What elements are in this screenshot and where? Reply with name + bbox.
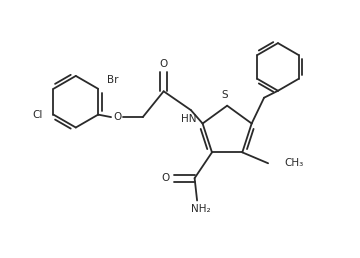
- Text: O: O: [162, 173, 170, 183]
- Text: HN: HN: [181, 114, 196, 124]
- Text: Cl: Cl: [32, 110, 42, 120]
- Text: CH₃: CH₃: [284, 158, 303, 168]
- Text: S: S: [221, 90, 228, 100]
- Text: O: O: [113, 112, 121, 122]
- Text: O: O: [159, 59, 168, 69]
- Text: Br: Br: [107, 75, 118, 85]
- Text: NH₂: NH₂: [191, 204, 210, 214]
